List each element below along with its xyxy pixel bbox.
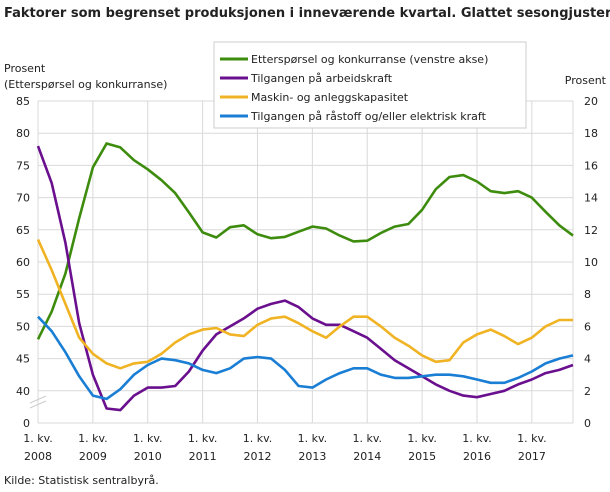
x-tick-quarter: 1. kv. <box>78 432 108 445</box>
legend-label: Tilgangen på råstoff og/eller elektrisk … <box>250 110 487 123</box>
x-tick-year: 2009 <box>79 450 107 463</box>
x-tick-quarter: 1. kv. <box>517 432 547 445</box>
y-tick-left: 55 <box>16 288 30 301</box>
legend: Etterspørsel og konkurranse (venstre aks… <box>213 41 527 129</box>
chart-title: Faktorer som begrenset produksjonen i in… <box>4 6 610 21</box>
x-tick-year: 2014 <box>353 450 381 463</box>
y-tick-right: 20 <box>584 95 598 108</box>
gridlines <box>29 100 574 424</box>
legend-label: Etterspørsel og konkurranse (venstre aks… <box>251 53 488 66</box>
y-tick-left: 40 <box>16 385 30 398</box>
y-tick-right: 10 <box>584 256 598 269</box>
y-tick-right: 18 <box>584 127 598 140</box>
legend-label: Maskin- og anleggskapasitet <box>251 91 409 104</box>
x-tick-quarter: 1. kv. <box>352 432 382 445</box>
legend-label: Tilgangen på arbeidskraft <box>250 72 393 85</box>
x-tick-year: 2016 <box>463 450 491 463</box>
y-tick-right: 12 <box>584 224 598 237</box>
legend-box <box>213 41 527 129</box>
y-axis-left-label: Prosent <box>4 62 46 75</box>
x-tick-year: 2013 <box>298 450 326 463</box>
x-tick-year: 2012 <box>243 450 271 463</box>
x-tick-year: 2017 <box>518 450 546 463</box>
x-tick-year: 2008 <box>24 450 52 463</box>
y-tick-left: 50 <box>16 320 30 333</box>
series-line-1 <box>36 142 574 340</box>
y-tick-left: 80 <box>16 127 30 140</box>
x-tick-quarter: 1. kv. <box>462 432 492 445</box>
y-tick-left: 85 <box>16 95 30 108</box>
source-note: Kilde: Statistisk sentralbyrå. <box>4 474 159 487</box>
y-tick-right: 2 <box>584 385 591 398</box>
y-tick-right: 8 <box>584 288 591 301</box>
y-tick-left: 60 <box>16 256 30 269</box>
axis-break-mark <box>29 395 47 404</box>
x-tick-quarter: 1. kv. <box>298 432 328 445</box>
y-axis-left-sublabel: (Etterspørsel og konkurranse) <box>4 78 167 91</box>
y-tick-left: 75 <box>16 159 30 172</box>
series-line-2 <box>36 145 574 412</box>
axis-break-mark <box>29 400 47 409</box>
x-tick-quarter: 1. kv. <box>23 432 53 445</box>
y-tick-left: 70 <box>16 192 30 205</box>
x-tick-year: 2010 <box>134 450 162 463</box>
series-lines <box>36 142 574 412</box>
y-tick-right: 0 <box>584 417 591 430</box>
series-line-4 <box>37 315 574 401</box>
x-tick-quarter: 1. kv. <box>133 432 163 445</box>
x-tick-year: 2011 <box>189 450 217 463</box>
x-tick-year: 2015 <box>408 450 436 463</box>
series-line-3 <box>36 238 573 370</box>
y-tick-left: 65 <box>16 224 30 237</box>
y-tick-right: 6 <box>584 320 591 333</box>
y-tick-right: 16 <box>584 159 598 172</box>
y-tick-right: 4 <box>584 353 591 366</box>
x-tick-quarter: 1. kv. <box>407 432 437 445</box>
x-tick-quarter: 1. kv. <box>188 432 218 445</box>
y-axis-right-label: Prosent <box>565 74 607 87</box>
y-tick-left: 45 <box>16 353 30 366</box>
y-tick-left: 0 <box>23 417 30 430</box>
x-tick-quarter: 1. kv. <box>243 432 273 445</box>
y-tick-right: 14 <box>584 192 598 205</box>
